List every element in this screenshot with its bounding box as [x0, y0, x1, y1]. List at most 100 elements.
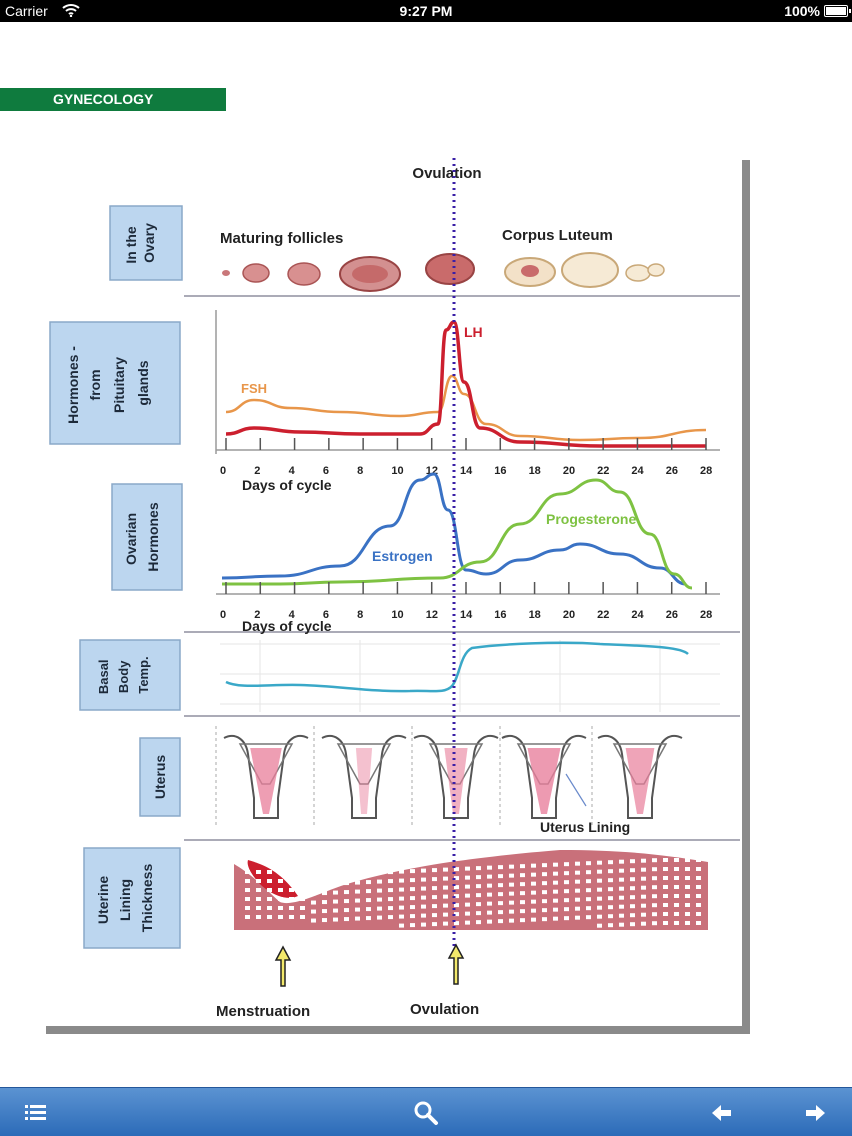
lining-gland	[641, 894, 646, 899]
lining-gland	[674, 921, 679, 925]
uterus-diagram	[597, 735, 683, 819]
forward-arrow-icon[interactable]	[799, 1096, 833, 1130]
lining-gland	[311, 882, 316, 887]
fsh-label: FSH	[241, 381, 267, 396]
row-label-line: In the	[123, 226, 139, 264]
lining-gland	[586, 879, 591, 884]
uterus-lining-label: Uterus Lining	[540, 819, 630, 835]
lining-gland	[355, 889, 360, 894]
lining-gland	[454, 912, 459, 917]
row-label-uterus: Uterus	[139, 737, 181, 817]
lining-gland	[289, 915, 294, 919]
lining-gland	[531, 872, 536, 877]
lining-gland	[652, 912, 657, 917]
lining-gland	[421, 868, 426, 873]
lining-gland	[663, 858, 668, 862]
lining-gland	[674, 903, 679, 907]
lining-gland	[619, 886, 624, 891]
lining-gland	[509, 918, 514, 923]
tick-label: 22	[597, 609, 609, 621]
uterus-diagram	[321, 735, 407, 819]
lining-gland	[443, 903, 448, 908]
lining-gland	[245, 906, 250, 910]
lining-gland	[641, 903, 646, 908]
lining-gland	[432, 922, 437, 927]
lining-gland	[663, 894, 668, 898]
axis-title-pituitary: Days of cycle	[242, 477, 332, 493]
lining-gland	[597, 887, 602, 892]
lining-gland	[388, 915, 393, 920]
lining-gland	[476, 866, 481, 871]
back-arrow-icon[interactable]	[704, 1096, 738, 1130]
lining-gland	[377, 906, 382, 911]
lining-gland	[487, 865, 492, 870]
lining-gland	[586, 888, 591, 893]
uterus-illustrations: Uterus Lining	[215, 726, 683, 835]
lining-gland	[630, 922, 635, 927]
lining-gland	[487, 883, 492, 888]
lining-gland	[355, 880, 360, 885]
menstruation-label: Menstruation	[216, 1003, 310, 1020]
lining-gland	[608, 878, 613, 883]
axis-title-ovarian: Days of cycle	[242, 618, 332, 634]
lining-gland	[333, 917, 338, 922]
lining-gland	[289, 879, 294, 883]
svg-text:Uterine Lining: Uterine Lining Thickness	[95, 864, 155, 933]
lining-gland	[575, 888, 580, 893]
lining-gland	[619, 895, 624, 900]
lining-gland	[443, 894, 448, 899]
lining-gland	[520, 909, 525, 914]
row-label-line: from	[87, 369, 103, 400]
lining-gland	[377, 870, 382, 875]
tick-label: 4	[289, 465, 296, 477]
row-label-line: Temp.	[136, 656, 151, 693]
x-axis-ovarian: 0 2 4 6 8 10 12 14 16 18 20 22 24 26 28	[216, 582, 720, 621]
lining-gland	[289, 888, 294, 892]
uterus-diagram	[223, 735, 309, 819]
lining-gland	[311, 873, 316, 878]
tick-label: 16	[494, 465, 506, 477]
lining-gland	[685, 867, 690, 871]
svg-text:Basal Body Tem: Basal Body Temp.	[96, 656, 151, 694]
lining-gland	[355, 907, 360, 912]
lining-gland	[630, 877, 635, 882]
lh-label: LH	[464, 324, 483, 340]
wifi-icon	[62, 4, 80, 17]
lining-gland	[399, 896, 404, 901]
tick-label: 2	[254, 465, 260, 477]
section-title: GYNECOLOGY	[0, 88, 226, 111]
lining-gland	[245, 888, 250, 892]
lining-gland	[454, 903, 459, 908]
lining-gland	[410, 905, 415, 910]
bbt-line	[225, 641, 689, 693]
maturing-follicles-label: Maturing follicles	[220, 230, 343, 247]
lining-gland	[487, 901, 492, 906]
lining-gland	[366, 871, 371, 876]
lining-gland	[399, 869, 404, 874]
list-icon[interactable]	[18, 1096, 52, 1130]
lining-gland	[575, 870, 580, 875]
lining-gland	[630, 868, 635, 873]
tick-label: 20	[563, 465, 575, 477]
lining-gland	[311, 909, 316, 914]
fsh-line	[225, 374, 707, 442]
tick-label: 28	[700, 609, 712, 621]
tick-label: 6	[323, 465, 329, 477]
lining-gland	[674, 867, 679, 871]
tick-label: 0	[220, 465, 226, 477]
lining-gland	[377, 888, 382, 893]
svg-text:Uterus: Uterus	[152, 755, 168, 800]
lining-gland	[300, 879, 305, 883]
row-label-line: Pituitary	[111, 357, 127, 413]
status-bar: Carrier 9:27 PM 100%	[0, 0, 852, 22]
lining-gland	[553, 898, 558, 903]
tick-label: 16	[494, 609, 506, 621]
lining-gland	[542, 872, 547, 877]
lining-gland	[542, 881, 547, 886]
lining-gland	[520, 891, 525, 896]
search-icon[interactable]	[409, 1096, 443, 1130]
tick-label: 20	[563, 609, 575, 621]
lining-gland	[520, 918, 525, 923]
lining-gland	[454, 921, 459, 926]
lining-gland	[476, 902, 481, 907]
